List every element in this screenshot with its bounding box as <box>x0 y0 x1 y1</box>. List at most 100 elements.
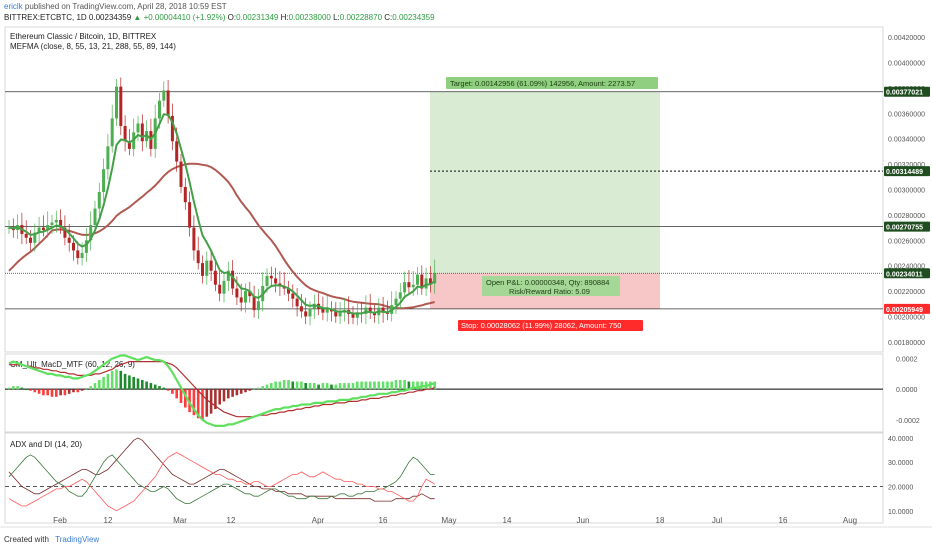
price-axis-tick: 0.00400000 <box>888 61 925 68</box>
macd-histogram-bar <box>76 389 80 393</box>
time-axis-tick: 12 <box>227 516 236 525</box>
candle-body <box>411 284 415 288</box>
macd-histogram-bar <box>171 389 174 394</box>
candle-body <box>226 270 230 281</box>
macd-histogram-bar <box>179 389 183 403</box>
price-axis-tick: 0.00280000 <box>888 213 925 220</box>
macd-histogram-bar <box>46 389 49 396</box>
macd-histogram-bar <box>20 387 24 390</box>
target-label: Target: 0.00142956 (61.09%) 142956, Amou… <box>450 79 635 88</box>
candle-body <box>256 301 260 311</box>
macd-histogram-bar <box>42 389 45 396</box>
macd-histogram-bar <box>184 389 187 408</box>
candle-body <box>235 288 239 298</box>
macd-histogram-bar <box>106 373 110 390</box>
macd-histogram-bar <box>209 389 213 414</box>
price-tag: 0.00314489 <box>886 169 923 176</box>
candle-body <box>50 222 54 226</box>
author-link[interactable]: ericlk <box>4 2 23 11</box>
macd-axis-tick: 0.0000 <box>896 387 918 394</box>
candle-body <box>295 298 299 307</box>
price-axis-tick: 0.00360000 <box>888 111 925 118</box>
macd-histogram-bar <box>274 381 277 390</box>
adx-series-line <box>8 454 435 504</box>
candle-body <box>166 90 170 116</box>
macd-histogram-bar <box>411 381 415 390</box>
macd-histogram-bar <box>175 389 178 399</box>
stop-label: Stop: 0.00028062 (11.99%) 28062, Amount:… <box>461 321 621 330</box>
candle-body <box>398 292 402 299</box>
ma-slow-line <box>8 162 435 310</box>
macd-legend[interactable]: CM_Ult_MacD_MTF (60, 12, 26, 9) <box>10 360 135 369</box>
tradingview-logo[interactable]: TradingView <box>55 535 100 544</box>
candle-body <box>403 282 407 293</box>
candle-body <box>102 169 106 193</box>
ma-fast-line <box>8 113 436 315</box>
adx-legend[interactable]: ADX and DI (14, 20) <box>10 440 83 449</box>
macd-histogram-bar <box>291 381 295 390</box>
time-axis-tick: 16 <box>779 516 788 525</box>
macd-histogram-bar <box>304 383 307 390</box>
publish-text: published on TradingView.com, April 28, … <box>24 2 227 11</box>
candle-body <box>287 288 290 294</box>
macd-histogram-bar <box>196 389 200 419</box>
candle-body <box>424 278 428 289</box>
macd-histogram-bar <box>282 380 286 390</box>
candle-body <box>119 86 123 127</box>
price-axis-tick: 0.00200000 <box>888 314 925 321</box>
macd-histogram-bar <box>98 380 101 390</box>
adx-series-line <box>8 452 435 512</box>
candle-body <box>84 240 88 253</box>
macd-axis-tick: -0.0002 <box>896 418 920 425</box>
candle-body <box>299 306 303 312</box>
time-axis-tick: Aug <box>843 516 857 525</box>
macd-histogram-bar <box>373 381 376 390</box>
candle-body <box>170 115 174 142</box>
time-axis-tick: 14 <box>503 516 512 525</box>
macd-histogram-bar <box>192 389 196 416</box>
ohlc-header: BITTREX:ETCBTC, 1D 0.00234359 ▲ +0.00004… <box>4 13 435 22</box>
candle-body <box>54 219 58 223</box>
macd-histogram-bar <box>89 386 92 390</box>
time-axis-tick: Apr <box>312 516 325 525</box>
macd-histogram-bar <box>394 380 398 390</box>
macd-histogram-bar <box>343 383 346 390</box>
macd-histogram-bar <box>334 384 338 390</box>
price-tag: 0.00205949 <box>886 307 923 314</box>
series-title: Ethereum Classic / Bitcoin, 1D, BITTREX <box>10 32 157 41</box>
macd-histogram-bar <box>145 381 148 390</box>
macd-histogram-bar <box>300 381 303 390</box>
macd-histogram-bar <box>50 389 54 397</box>
macd-histogram-bar <box>59 389 62 396</box>
macd-histogram-bar <box>72 389 75 393</box>
macd-histogram-bar <box>244 389 247 393</box>
macd-histogram-bar <box>136 378 140 390</box>
macd-histogram-bar <box>231 389 234 397</box>
price-tag: 0.00234011 <box>886 271 923 278</box>
price-change: ▲ +0.00004410 (+1.92%) <box>133 13 226 22</box>
candle-body <box>80 252 84 259</box>
macd-histogram-bar <box>295 381 299 390</box>
candle-body <box>59 219 63 228</box>
macd-signal-line <box>9 361 435 418</box>
adx-pane-frame <box>4 432 884 524</box>
macd-histogram-bar <box>278 381 282 390</box>
last-price: 0.00234359 <box>88 13 132 22</box>
candle-body <box>76 250 80 259</box>
target-zone <box>430 91 660 274</box>
price-tag-box <box>884 86 930 97</box>
macd-histogram-bar <box>33 389 37 393</box>
candle-body <box>420 274 424 289</box>
macd-histogram-bar <box>102 376 105 390</box>
candle-body <box>201 263 204 276</box>
rr-label: Risk/Reward Ratio: 5.09 <box>509 287 590 296</box>
mefma-legend[interactable]: MEFMA (close, 8, 55, 13, 21, 288, 55, 89… <box>10 42 176 51</box>
macd-pane-frame <box>4 353 884 433</box>
macd-histogram-bar <box>149 383 153 390</box>
candle-body <box>416 274 419 285</box>
price-tag: 0.00377021 <box>886 90 923 97</box>
time-axis-tick: 12 <box>104 516 113 525</box>
macd-histogram-bar <box>248 389 252 391</box>
close-value: 0.00234359 <box>392 13 435 22</box>
